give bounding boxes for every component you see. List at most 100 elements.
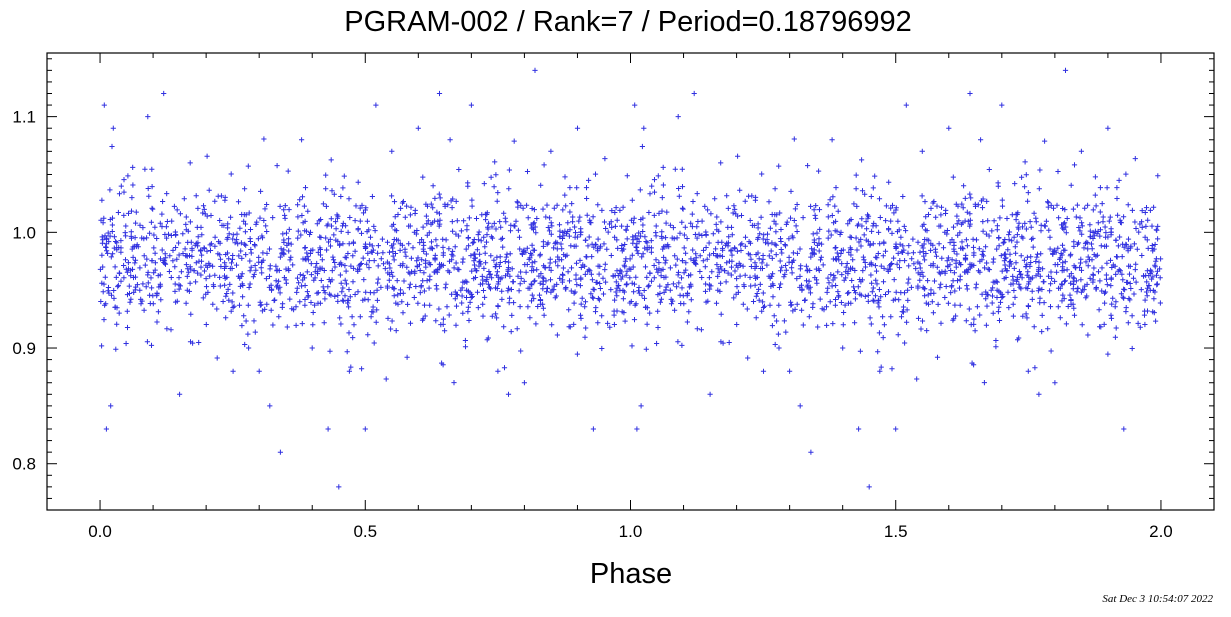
scatter-point bbox=[697, 253, 703, 259]
scatter-point bbox=[416, 262, 423, 268]
scatter-point bbox=[413, 283, 419, 290]
scatter-point bbox=[641, 287, 647, 294]
scatter-point bbox=[674, 284, 680, 290]
scatter-point bbox=[321, 267, 327, 274]
scatter-point bbox=[234, 237, 240, 243]
scatter-point bbox=[382, 266, 388, 272]
scatter-point bbox=[706, 240, 712, 246]
scatter-point bbox=[481, 265, 487, 271]
scatter-point bbox=[677, 230, 683, 236]
scatter-point bbox=[420, 278, 426, 284]
scatter-point bbox=[395, 211, 401, 218]
scatter-point bbox=[659, 208, 665, 214]
scatter-point bbox=[964, 283, 970, 289]
scatter-point bbox=[461, 218, 467, 224]
scatter-point bbox=[489, 224, 495, 230]
scatter-point bbox=[1155, 236, 1161, 242]
scatter-point bbox=[128, 233, 134, 239]
scatter-point bbox=[239, 211, 245, 218]
scatter-point bbox=[737, 273, 743, 279]
scatter-point bbox=[1045, 326, 1051, 332]
scatter-point bbox=[264, 250, 270, 256]
scatter-point bbox=[357, 218, 363, 224]
scatter-point bbox=[429, 246, 436, 252]
scatter-point bbox=[541, 162, 547, 168]
scatter-point bbox=[397, 247, 403, 253]
scatter-point bbox=[636, 290, 642, 296]
scatter-point bbox=[989, 228, 995, 234]
scatter-point bbox=[1127, 280, 1133, 287]
y-tick-label: 0.9 bbox=[12, 339, 36, 358]
scatter-point bbox=[1008, 281, 1014, 287]
scatter-point bbox=[1109, 264, 1115, 271]
scatter-point bbox=[794, 228, 800, 235]
scatter-point bbox=[247, 268, 253, 274]
scatter-point bbox=[189, 247, 195, 253]
scatter-point bbox=[491, 220, 497, 226]
scatter-point bbox=[412, 210, 418, 217]
scatter-point bbox=[166, 268, 172, 275]
scatter-point bbox=[154, 319, 160, 325]
scatter-point bbox=[298, 232, 304, 238]
scatter-point bbox=[749, 193, 755, 199]
scatter-point bbox=[968, 195, 974, 201]
scatter-point bbox=[1016, 220, 1022, 226]
scatter-point bbox=[1112, 334, 1118, 340]
scatter-point bbox=[925, 292, 931, 298]
scatter-point bbox=[385, 315, 391, 321]
scatter-point bbox=[807, 267, 813, 274]
scatter-point bbox=[1087, 234, 1093, 240]
scatter-point bbox=[694, 224, 700, 230]
scatter-point bbox=[679, 258, 686, 264]
scatter-point bbox=[494, 272, 500, 278]
scatter-point bbox=[538, 182, 544, 188]
scatter-point bbox=[710, 231, 716, 237]
scatter-point bbox=[207, 273, 213, 279]
scatter-point bbox=[850, 257, 856, 263]
scatter-point bbox=[641, 125, 647, 131]
scatter-point bbox=[791, 217, 797, 224]
scatter-point bbox=[442, 203, 448, 209]
scatter-point bbox=[705, 298, 711, 304]
scatter-point bbox=[211, 283, 217, 290]
scatter-point bbox=[506, 259, 512, 265]
scatter-point bbox=[236, 253, 242, 259]
scatter-point bbox=[122, 230, 128, 236]
scatter-point bbox=[997, 215, 1003, 221]
scatter-point bbox=[463, 294, 470, 301]
scatter-point bbox=[840, 322, 846, 328]
scatter-point bbox=[716, 228, 722, 234]
scatter-point bbox=[204, 153, 210, 159]
scatter-point bbox=[1007, 259, 1013, 265]
scatter-point bbox=[474, 289, 481, 295]
scatter-point bbox=[1157, 300, 1163, 306]
scatter-point bbox=[1087, 228, 1093, 234]
scatter-point bbox=[1022, 184, 1028, 190]
scatter-point bbox=[427, 273, 433, 279]
scatter-point bbox=[756, 286, 762, 292]
scatter-point bbox=[325, 239, 332, 245]
scatter-point bbox=[869, 228, 875, 234]
scatter-point bbox=[483, 260, 489, 266]
scatter-point bbox=[794, 201, 800, 208]
scatter-point bbox=[888, 205, 894, 211]
scatter-point bbox=[902, 258, 908, 264]
scatter-point bbox=[830, 194, 836, 200]
scatter-point bbox=[540, 239, 546, 245]
scatter-point bbox=[1074, 289, 1080, 295]
scatter-point bbox=[387, 265, 393, 271]
scatter-point bbox=[1059, 282, 1065, 288]
scatter-point bbox=[146, 193, 152, 199]
scatter-point bbox=[1090, 235, 1096, 242]
scatter-point bbox=[646, 282, 652, 288]
scatter-point bbox=[1124, 279, 1130, 285]
scatter-point bbox=[694, 191, 700, 197]
scatter-point bbox=[479, 273, 485, 279]
scatter-point bbox=[99, 343, 105, 349]
scatter-point bbox=[452, 289, 458, 295]
scatter-point bbox=[549, 322, 555, 328]
scatter-point bbox=[866, 484, 872, 490]
scatter-point bbox=[861, 257, 867, 263]
scatter-point bbox=[499, 275, 505, 281]
scatter-point bbox=[898, 234, 904, 240]
